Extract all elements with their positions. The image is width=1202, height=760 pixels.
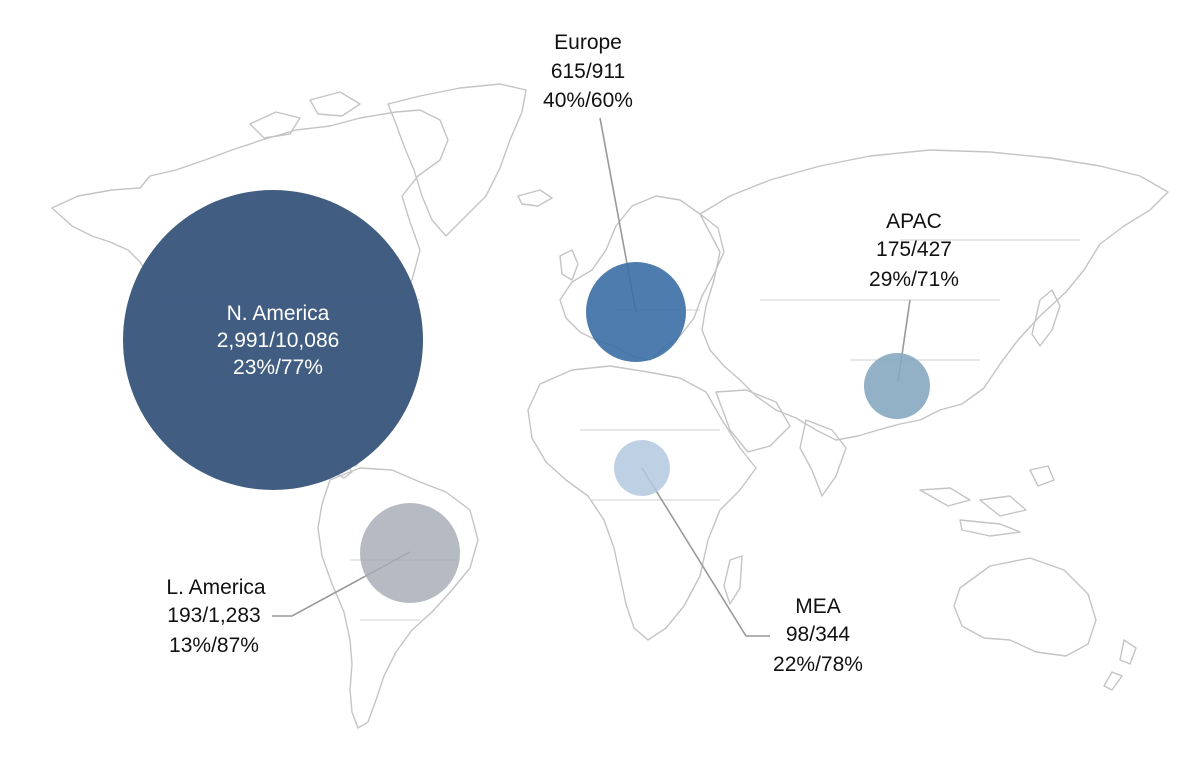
apac-percents: 29%/71% bbox=[869, 268, 959, 291]
new-zealand bbox=[1103, 639, 1137, 691]
apac-name: APAC bbox=[886, 210, 942, 233]
mea-values: 98/344 bbox=[786, 623, 851, 646]
africa-landmass bbox=[527, 365, 757, 641]
southeast-asia-islands bbox=[919, 465, 1055, 537]
british-isles bbox=[559, 249, 579, 281]
mea-bubble[interactable] bbox=[614, 440, 670, 496]
greenland-landmass bbox=[387, 83, 527, 237]
lamerica-name: L. America bbox=[166, 576, 266, 599]
lamerica-values: 193/1,283 bbox=[167, 604, 260, 627]
australia-landmass bbox=[953, 557, 1097, 657]
apac-values: 175/427 bbox=[876, 238, 952, 261]
arctic-islands bbox=[249, 91, 361, 139]
asia-landmass bbox=[699, 149, 1169, 441]
bubbles bbox=[123, 190, 930, 603]
europe-bubble[interactable] bbox=[586, 262, 686, 362]
apac-label: APAC 175/427 29%/71% bbox=[869, 210, 959, 291]
world-map-outline bbox=[51, 83, 1169, 729]
mea-name: MEA bbox=[795, 595, 841, 618]
europe-label: Europe 615/911 40%/60% bbox=[543, 31, 633, 112]
lamerica-label: L. America 193/1,283 13%/87% bbox=[166, 576, 266, 657]
south-america-landmass bbox=[317, 467, 479, 729]
europe-values: 615/911 bbox=[551, 60, 625, 83]
lamerica-bubble[interactable] bbox=[360, 503, 460, 603]
india-peninsula bbox=[799, 419, 847, 497]
mea-leader bbox=[641, 467, 770, 637]
namerica-bubble[interactable] bbox=[123, 190, 423, 490]
namerica-percents: 23%/77% bbox=[233, 356, 323, 379]
mea-percents: 22%/78% bbox=[773, 653, 863, 676]
arabian-peninsula bbox=[715, 389, 791, 453]
europe-percents: 40%/60% bbox=[543, 89, 633, 112]
japan bbox=[1031, 289, 1061, 347]
apac-bubble[interactable] bbox=[864, 353, 930, 419]
madagascar bbox=[723, 555, 743, 605]
namerica-values: 2,991/10,086 bbox=[217, 329, 340, 352]
mea-label: MEA 98/344 22%/78% bbox=[773, 595, 863, 676]
namerica-label: N. America 2,991/10,086 23%/77% bbox=[217, 302, 340, 379]
iceland bbox=[517, 189, 553, 207]
lamerica-percents: 13%/87% bbox=[169, 634, 259, 657]
europe-name: Europe bbox=[554, 31, 622, 54]
namerica-name: N. America bbox=[227, 302, 330, 325]
